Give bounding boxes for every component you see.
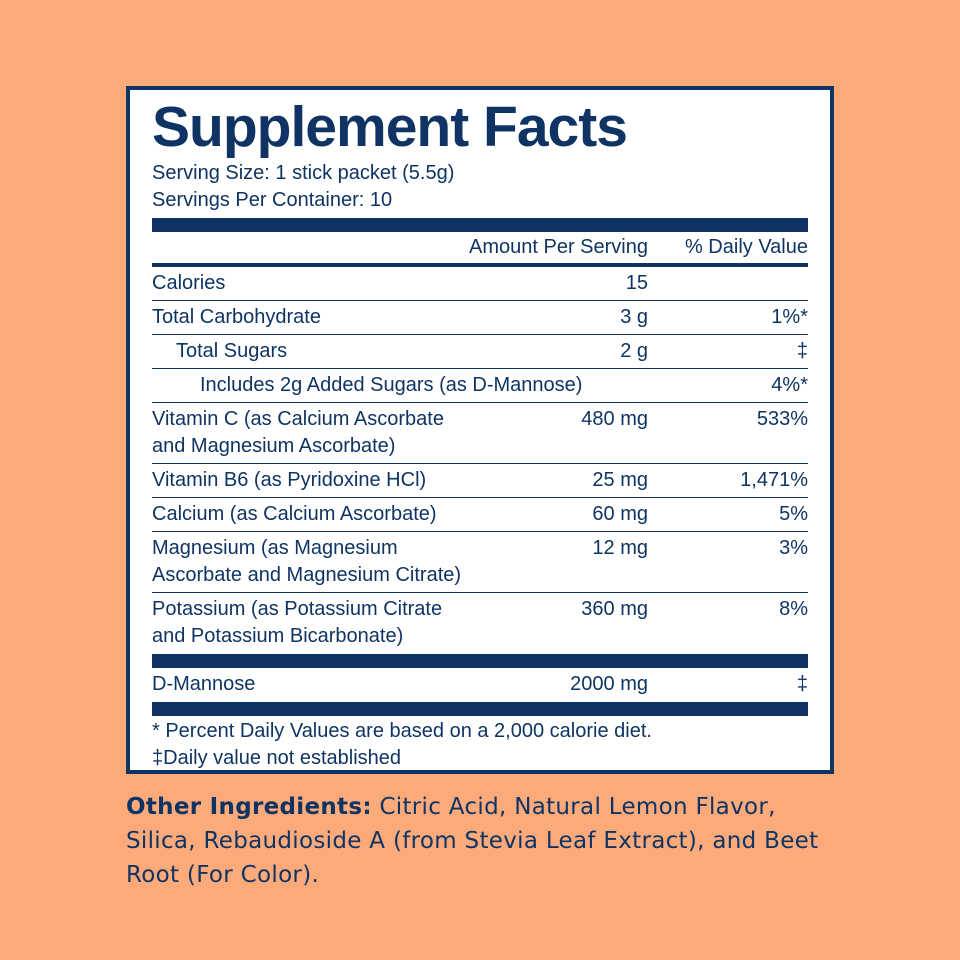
daily-value: 533% [756,408,808,430]
name-line: Includes 2g Added Sugars (as D-Mannose) [200,374,583,396]
column-header: Amount Per Serving % Daily Value [152,232,808,263]
nutrient-name: Includes 2g Added Sugars (as D-Mannose) [152,372,808,399]
footnote: ‡Daily value not established [152,747,402,769]
name-line: Potassium (as Potassium Citrate [152,598,443,620]
name-line: Calories [152,272,226,294]
rows: Calories 15 Total Carbohydrate 3 g 1%* Total … [152,267,808,701]
daily-value: 3% [779,537,808,559]
name-line: Vitamin B6 (as Pyridoxine HCl) [152,469,427,491]
nutrient-name: Calories [152,270,808,297]
amount: 12 mg [592,537,648,559]
amount: 60 mg [592,503,648,525]
servings-per-container: Servings Per Container: 10 [152,189,393,211]
thick-rule [152,654,808,668]
nutrient-row: Calcium (as Calcium Ascorbate) 60 mg 5% [152,498,808,532]
daily-value: ‡ [796,340,808,362]
facts-panel: Supplement Facts Serving Size: 1 stick p… [126,86,834,774]
nutrient-name: D-Mannose [152,671,808,698]
name-line: Ascorbate and Magnesium Citrate) [152,564,462,586]
amount: 3 g [620,306,648,328]
amount: 480 mg [581,408,648,430]
medium-rule [152,263,808,267]
footnote: * Percent Daily Values are based on a 2,… [152,720,652,742]
nutrient-row: Includes 2g Added Sugars (as D-Mannose) 4… [152,369,808,403]
name-line: Total Carbohydrate [152,306,321,328]
nutrient-row: Total Carbohydrate 3 g 1%* [152,301,808,335]
name-line: Vitamin C (as Calcium Ascorbate [152,408,444,430]
daily-value: 5% [779,503,808,525]
amount: 25 mg [592,469,648,491]
amount: 15 [625,272,648,294]
nutrient-row: Vitamin C (as Calcium Ascorbate and Magne… [152,403,808,464]
nutrient-name: Vitamin B6 (as Pyridoxine HCl) [152,467,808,494]
nutrient-name: Potassium (as Potassium Citrate and Potas… [152,596,808,650]
amount: 360 mg [581,598,648,620]
nutrient-name: Vitamin C (as Calcium Ascorbate and Magne… [152,406,808,460]
amount: 2000 mg [570,673,648,695]
nutrient-name: Total Carbohydrate [152,304,808,331]
name-line: Magnesium (as Magnesium [152,537,398,559]
nutrient-name: Magnesium (as Magnesium Ascorbate and Mag… [152,535,808,589]
amount-header: Amount Per Serving [469,236,648,258]
thick-rule [152,702,808,716]
other-ingredients: Other Ingredients: Citric Acid, Natural … [126,790,826,892]
name-line: D-Mannose [152,673,256,695]
name-line: Calcium (as Calcium Ascorbate) [152,503,437,525]
nutrient-row: Total Sugars 2 g ‡ [152,335,808,369]
title: Supplement Facts [152,95,628,159]
facts-content: Supplement Facts Serving Size: 1 stick p… [152,90,808,772]
nutrient-row: D-Mannose 2000 mg ‡ [152,668,808,701]
nutrient-row: Potassium (as Potassium Citrate and Potas… [152,593,808,653]
daily-value: 4%* [771,374,808,396]
nutrient-name: Total Sugars [152,338,808,365]
thick-rule [152,218,808,232]
other-ingredients-label: Other Ingredients: [126,794,372,820]
name-line: and Potassium Bicarbonate) [152,625,404,647]
name-line: and Magnesium Ascorbate) [152,435,396,457]
nutrient-row: Calories 15 [152,267,808,301]
daily-value: 1,471% [740,469,808,491]
nutrient-row: Vitamin B6 (as Pyridoxine HCl) 25 mg 1,471… [152,464,808,498]
serving-size: Serving Size: 1 stick packet (5.5g) [152,162,455,184]
daily-value: 1%* [771,306,808,328]
dv-header: % Daily Value [684,236,808,258]
daily-value: 8% [779,598,808,620]
nutrient-name: Calcium (as Calcium Ascorbate) [152,501,808,528]
other-ingredients-text: Citric Acid, Natural Lemon Flavor, Silic… [126,794,819,888]
daily-value: ‡ [796,673,808,695]
nutrient-row: Magnesium (as Magnesium Ascorbate and Mag… [152,532,808,593]
name-line: Total Sugars [176,340,288,362]
amount: 2 g [620,340,648,362]
